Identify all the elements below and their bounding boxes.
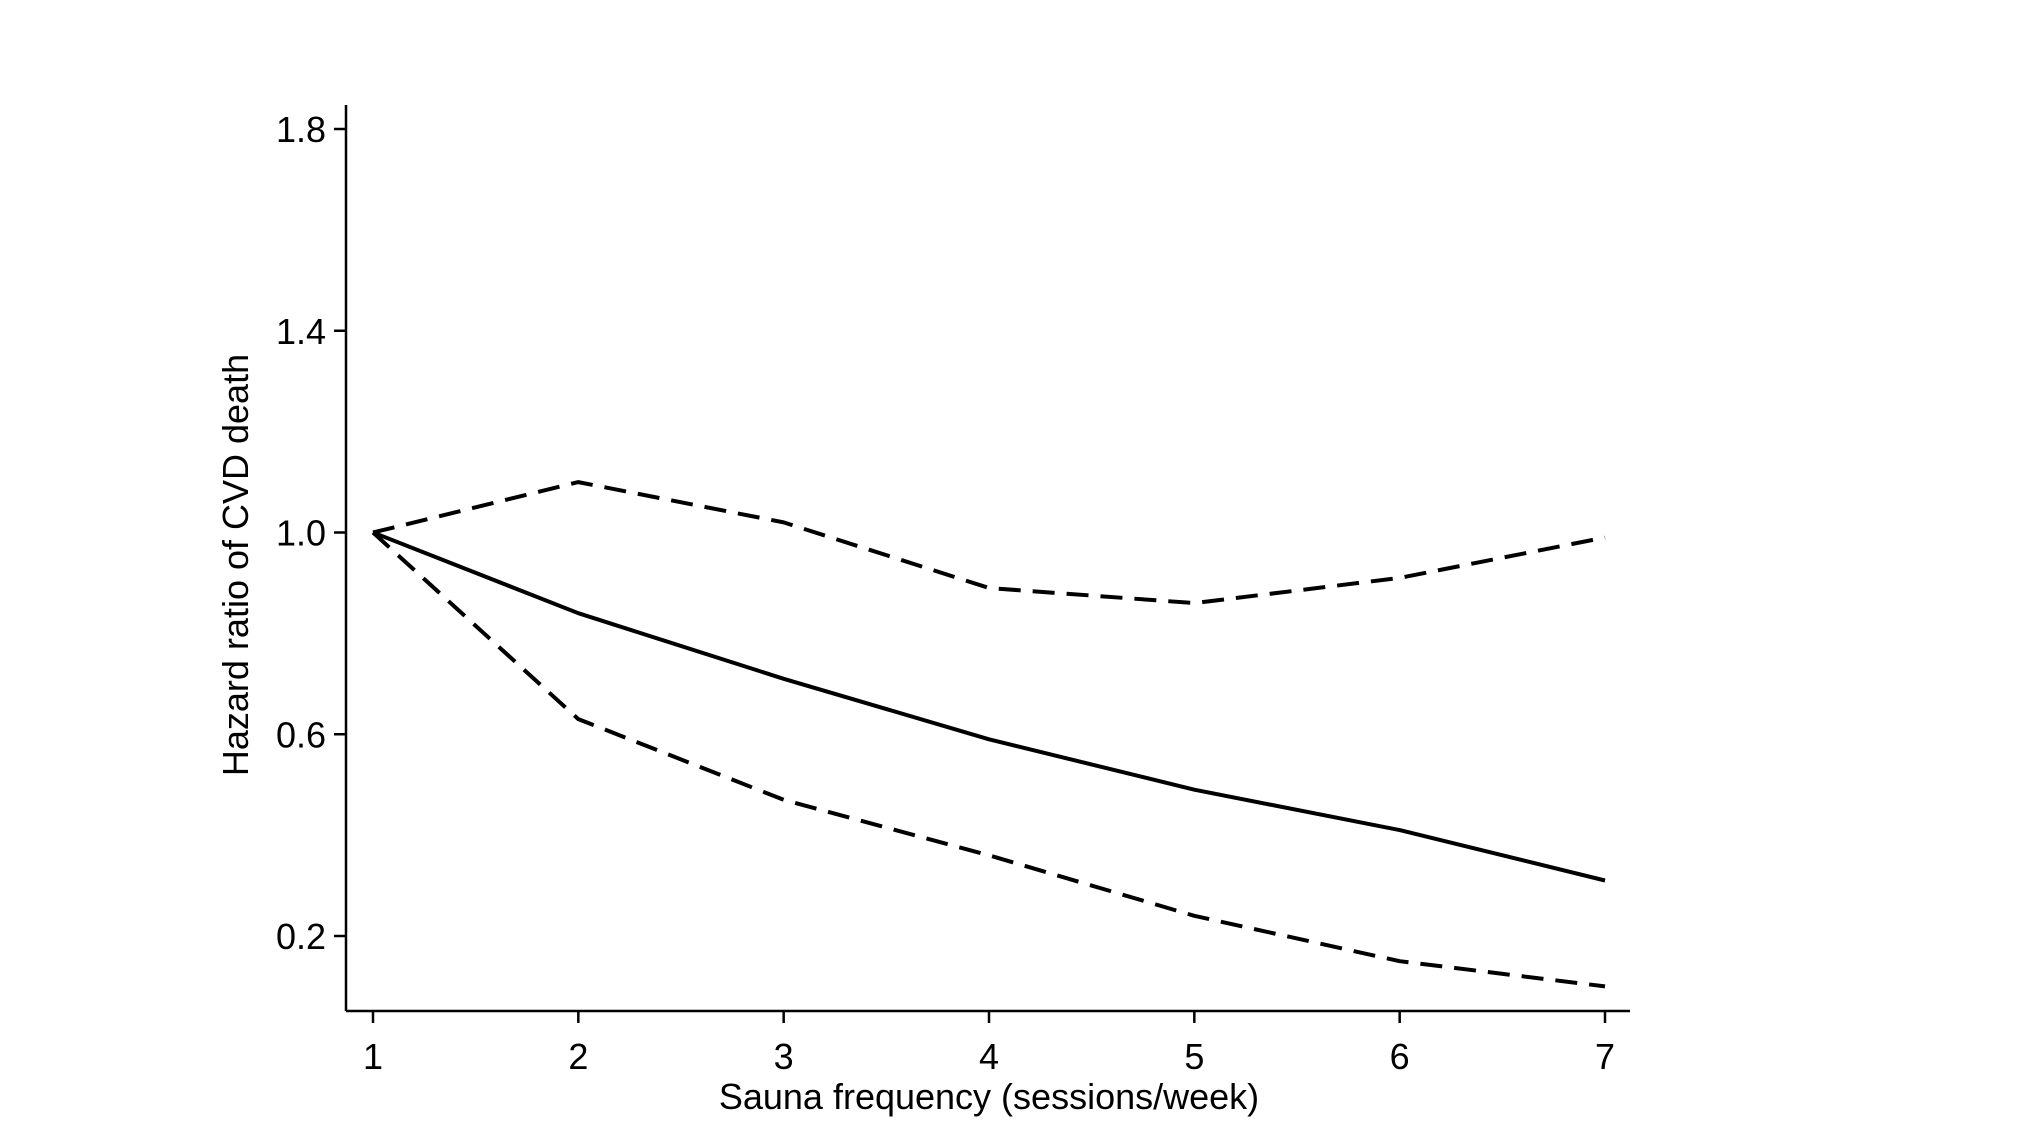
series-line-dashed-0: [372, 480, 1606, 606]
y-axis-title: Hazard ratio of CVD death: [215, 354, 256, 776]
x-tick-label: 4: [979, 1036, 999, 1077]
x-tick-label: 3: [774, 1036, 794, 1077]
y-tick-label: 0.6: [276, 714, 326, 755]
y-tick-label: 1.0: [276, 513, 326, 554]
axes: [344, 105, 1630, 1013]
x-tick-label: 7: [1595, 1036, 1615, 1077]
y-ticks: 0.2 0.6 1.0 1.4 1.8: [276, 109, 346, 957]
y-tick-label: 0.2: [276, 916, 326, 957]
x-tick-label: 5: [1184, 1036, 1204, 1077]
y-tick-label: 1.4: [276, 311, 326, 352]
x-tick-label: 6: [1390, 1036, 1410, 1077]
series-line-solid: [372, 530, 1606, 883]
x-axis-title: Sauna frequency (sessions/week): [719, 1076, 1259, 1117]
series-line-dashed-2: [371, 531, 1606, 989]
x-ticks: 1 2 3 4 5 6 7: [363, 1011, 1615, 1077]
y-tick-label: 1.8: [276, 109, 326, 150]
series-layer: [371, 480, 1606, 989]
x-tick-label: 1: [363, 1036, 383, 1077]
x-tick-label: 2: [568, 1036, 588, 1077]
